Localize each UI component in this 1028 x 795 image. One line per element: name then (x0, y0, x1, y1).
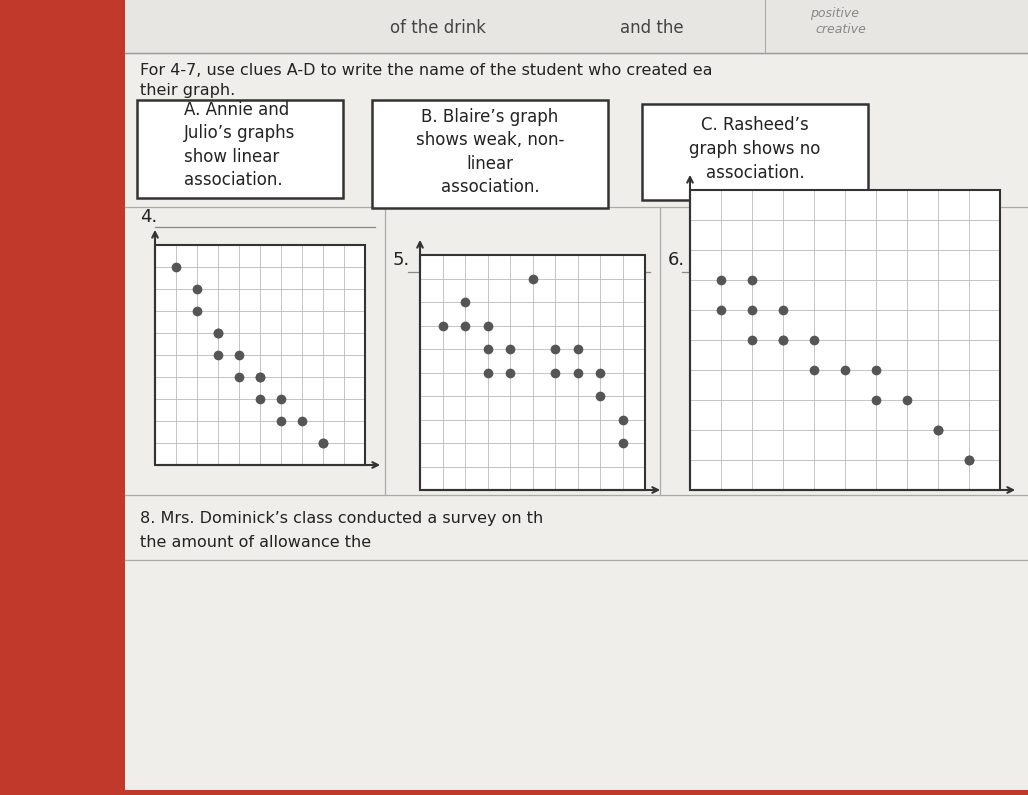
Bar (420, 255, 645, 490)
FancyBboxPatch shape (642, 104, 868, 200)
Text: of the drink: of the drink (390, 19, 486, 37)
Bar (690, 190, 1000, 490)
Text: A. Annie and
Julio’s graphs
show linear
association.: A. Annie and Julio’s graphs show linear … (184, 101, 296, 189)
Text: 8. Mrs. Dominick’s class conducted a survey on th: 8. Mrs. Dominick’s class conducted a sur… (140, 511, 543, 526)
Bar (155, 245, 365, 465)
Bar (690, 190, 1000, 490)
FancyBboxPatch shape (137, 100, 343, 198)
Bar (155, 245, 365, 465)
Text: and the: and the (620, 19, 684, 37)
FancyBboxPatch shape (125, 5, 1028, 790)
Text: their graph.: their graph. (140, 83, 235, 98)
Text: 5.: 5. (393, 251, 410, 269)
Bar (420, 255, 645, 490)
Text: creative: creative (815, 23, 866, 36)
Text: C. Rasheed’s
graph shows no
association.: C. Rasheed’s graph shows no association. (690, 116, 820, 181)
Text: 4.: 4. (140, 208, 157, 226)
Text: the amount of allowance the: the amount of allowance the (140, 535, 371, 550)
Text: positive: positive (810, 7, 859, 20)
Text: For 4-7, use clues A-D to write the name of the student who created ea: For 4-7, use clues A-D to write the name… (140, 63, 712, 78)
Text: 6.: 6. (668, 251, 685, 269)
FancyBboxPatch shape (372, 100, 608, 208)
Text: B. Blaire’s graph
shows weak, non-
linear
association.: B. Blaire’s graph shows weak, non- linea… (415, 107, 564, 196)
FancyBboxPatch shape (125, 0, 1028, 55)
